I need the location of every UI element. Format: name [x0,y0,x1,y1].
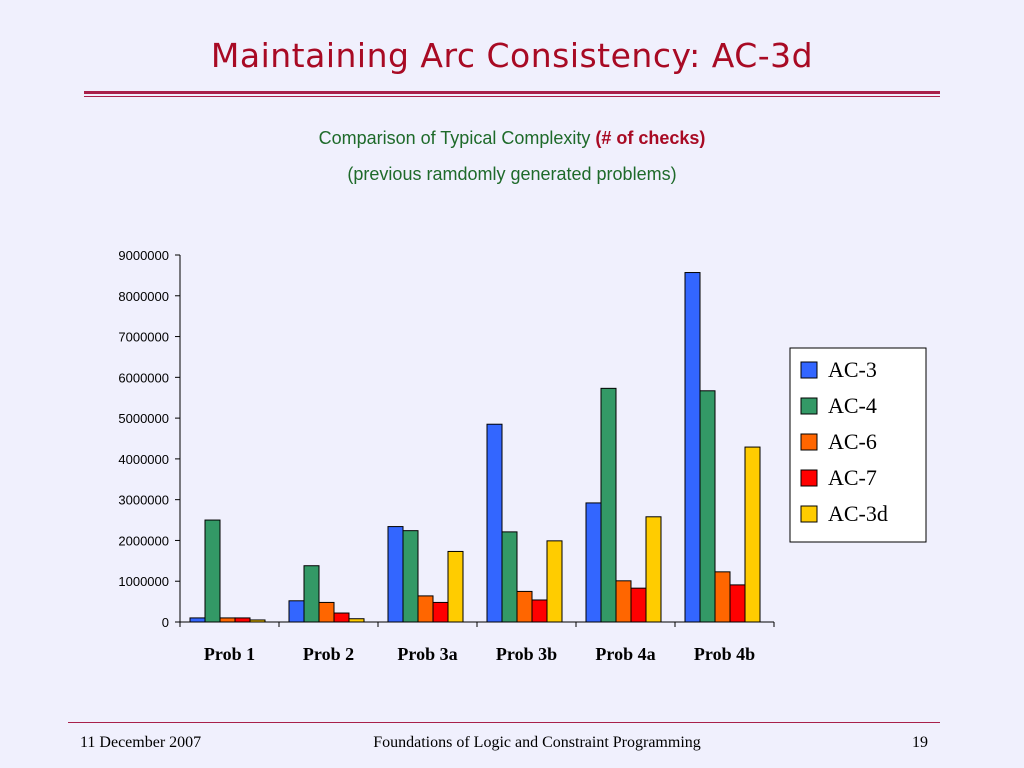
legend-swatch [800,361,818,379]
bar-ac-3-prob-4b [684,272,701,623]
bar-ac-7-prob-4a [630,587,647,623]
y-tick-label: 4000000 [118,452,169,467]
bar-ac-3-prob-4a [585,502,602,623]
y-tick-label: 9000000 [118,248,169,263]
y-tick-label: 3000000 [118,493,169,508]
bar-ac-4-prob-3a [402,530,419,623]
legend-label: AC-4 [828,393,877,418]
y-tick-label: 7000000 [118,330,169,345]
x-tick-label: Prob 4a [595,644,655,664]
y-tick-label: 6000000 [118,370,169,385]
bar-ac-4-prob-4a [600,387,617,623]
subtitle-emphasis: (# of checks) [595,128,706,148]
bar-ac-4-prob-2 [303,565,320,623]
x-tick-label: Prob 2 [303,644,354,664]
chart-legend: AC-3 AC-4 AC-6 AC-7 AC-3d [789,347,927,543]
bar-ac-4-prob-1 [204,519,221,623]
bar-ac-3d-prob-4b [744,446,761,623]
bar-ac-6-prob-3a [417,595,434,623]
y-tick-label: 2000000 [118,533,169,548]
chart-subtitle-line-2: (previous ramdomly generated problems) [347,164,677,184]
y-tick-label: 1000000 [118,574,169,589]
legend-label: AC-7 [828,465,877,490]
bar-ac-4-prob-4b [699,390,716,623]
bar-ac-7-prob-3a [432,601,449,623]
x-tick-label: Prob 4b [694,644,755,664]
footer-date: 11 December 2007 [80,734,202,751]
bar-ac-3-prob-3a [387,526,404,623]
legend-swatch [800,505,818,523]
bar-ac-6-prob-4a [615,580,632,623]
bar-ac-3-prob-3b [486,423,503,623]
x-tick-label: Prob 1 [204,644,255,664]
legend-swatch [800,397,818,415]
title-divider-thin [84,96,940,97]
legend-label: AC-3d [828,501,888,526]
legend-swatch [800,433,818,451]
bar-chart: 0 1000000 2000000 3000000 4000000 5000000 6000… [118,248,927,664]
footer-course: Foundations of Logic and Constraint Prog… [373,734,701,751]
legend-label: AC-6 [828,429,877,454]
bar-ac-3d-prob-1 [249,619,266,623]
y-tick-label: 5000000 [118,411,169,426]
legend-swatch [800,469,818,487]
bar-ac-6-prob-4b [714,571,731,623]
bar-ac-6-prob-3b [516,590,533,623]
bar-ac-3-prob-1 [189,617,206,623]
y-tick-label: 8000000 [118,289,169,304]
legend-label: AC-3 [828,357,877,382]
bar-ac-3d-prob-3b [546,540,563,623]
bar-ac-4-prob-3b [501,531,518,623]
footer-divider [68,722,940,723]
title-divider [84,91,940,94]
x-tick-label: Prob 3a [397,644,457,664]
chart-axes: 0 1000000 2000000 3000000 4000000 5000000 6000… [118,248,775,664]
bar-ac-7-prob-2 [333,612,350,623]
bar-ac-3-prob-2 [288,600,305,623]
chart-subtitle-line-1: Comparison of Typical Complexity (# of c… [0,128,1024,149]
slide-title: Maintaining Arc Consistency: AC-3d [210,36,814,75]
bar-ac-7-prob-3b [531,599,548,623]
bar-ac-7-prob-1 [234,617,251,623]
subtitle-prefix: Comparison of Typical Complexity [318,128,596,148]
x-tick-label: Prob 3b [496,644,557,664]
footer-page-number: 19 [912,734,928,751]
bar-ac-7-prob-4b [729,584,746,623]
chart-bars [189,272,761,623]
bar-ac-3d-prob-2 [348,618,365,623]
bar-ac-6-prob-1 [219,617,236,623]
bar-ac-3d-prob-3a [447,550,464,623]
y-tick-label: 0 [162,615,169,630]
bar-ac-3d-prob-4a [645,516,662,623]
bar-ac-6-prob-2 [318,601,335,623]
